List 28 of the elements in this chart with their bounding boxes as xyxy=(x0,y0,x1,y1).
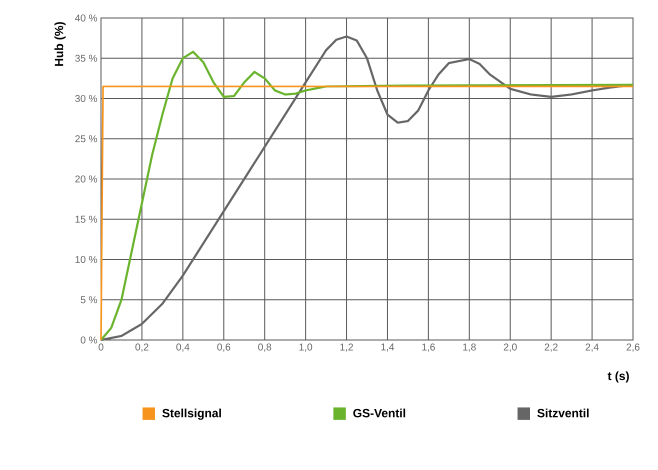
x-tick-label: 1,6 xyxy=(422,344,435,352)
y-axis-title: Hub (%) xyxy=(54,22,66,66)
x-tick-label: 1,4 xyxy=(381,344,394,352)
x-axis-title: t (s) xyxy=(608,371,629,383)
y-tick-label: 0 % xyxy=(80,336,98,344)
y-tick-label: 5 % xyxy=(80,296,98,304)
x-tick-label: 1,2 xyxy=(340,344,353,352)
x-tick-label: 1,0 xyxy=(299,344,312,352)
x-tick-label: 2,6 xyxy=(626,344,640,352)
legend-label: GS-Ventil xyxy=(353,408,406,418)
x-tick-label: 0,6 xyxy=(217,344,230,352)
y-tick-label: 20 % xyxy=(75,175,98,183)
y-tick-label: 30 % xyxy=(75,94,98,102)
legend-label: Stellsignal xyxy=(162,408,221,420)
y-tick-label: 40 % xyxy=(75,14,98,22)
x-tick-label: 1,8 xyxy=(463,344,476,352)
x-tick-label: 2,4 xyxy=(586,344,599,352)
x-tick-label: 0,4 xyxy=(176,344,190,352)
legend-label: Sitzventil xyxy=(537,408,589,418)
x-tick-label: 0,8 xyxy=(258,344,272,352)
x-tick-label: 2,0 xyxy=(504,344,517,352)
y-tick-label: 15 % xyxy=(76,216,98,223)
y-tick-label: 35 % xyxy=(75,54,98,62)
x-tick-label: 2,2 xyxy=(544,344,558,352)
x-tick-label: 0 xyxy=(98,344,104,351)
y-tick-label: 10 % xyxy=(76,256,98,264)
x-tick-label: 0,2 xyxy=(135,344,148,352)
y-tick-label: 25 % xyxy=(75,135,98,142)
